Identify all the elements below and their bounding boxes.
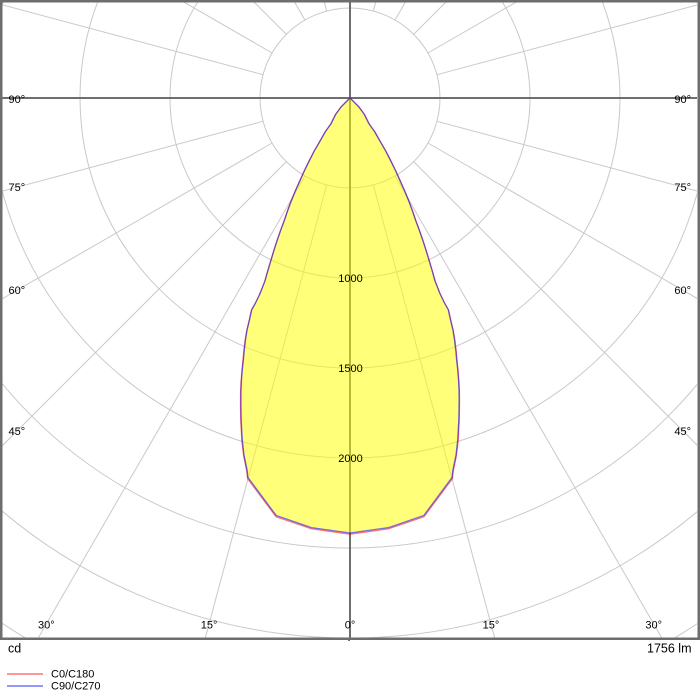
svg-text:1500: 1500 [338,363,362,375]
svg-text:90°: 90° [674,94,691,106]
svg-text:15°: 15° [483,620,500,632]
svg-text:90°: 90° [9,94,26,106]
svg-text:75°: 75° [674,182,691,194]
svg-text:1000: 1000 [338,273,362,285]
svg-text:60°: 60° [9,285,26,297]
svg-text:30°: 30° [38,620,55,632]
svg-text:0°: 0° [345,620,356,632]
svg-text:45°: 45° [9,426,26,438]
svg-text:2000: 2000 [338,453,362,465]
svg-text:15°: 15° [201,620,218,632]
svg-text:45°: 45° [674,426,691,438]
svg-text:C0/C180: C0/C180 [51,669,94,681]
svg-text:C90/C270: C90/C270 [51,681,101,693]
svg-text:1756 lm: 1756 lm [647,642,691,656]
svg-text:75°: 75° [9,182,26,194]
svg-text:cd: cd [8,642,21,656]
svg-text:30°: 30° [645,620,662,632]
svg-text:60°: 60° [674,285,691,297]
